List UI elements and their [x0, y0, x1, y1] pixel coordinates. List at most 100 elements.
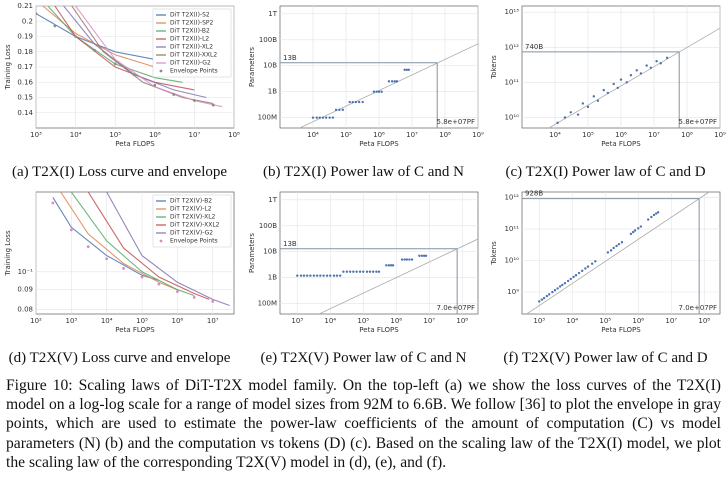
chart-panel: 10³ 10⁴ 10⁵ 10⁶ 10⁷ 10⁸ 0.14 0.15 0.16 0.17 0.18 0.… — [4, 2, 240, 148]
x-tick-label: 10⁹ — [714, 131, 726, 139]
data-point — [352, 270, 355, 273]
legend-marker — [159, 239, 163, 243]
data-point — [619, 78, 623, 81]
data-point — [563, 116, 567, 119]
data-point — [325, 274, 329, 277]
envelope-point — [140, 275, 144, 279]
y-tick-label: 10¹¹ — [504, 78, 519, 86]
data-point — [639, 225, 643, 228]
y-axis-label: Training Loss — [4, 44, 12, 91]
data-point — [656, 211, 660, 214]
y-tick-label: 0.2 — [22, 17, 33, 25]
data-point — [338, 108, 341, 112]
data-point — [581, 102, 585, 105]
envelope-point — [157, 282, 161, 286]
envelope-point — [53, 24, 57, 28]
data-point — [542, 296, 546, 300]
data-point — [566, 279, 570, 283]
data-point — [348, 100, 351, 104]
x-tick-label: 10⁴ — [324, 317, 336, 325]
y-tick-label: 10B — [263, 62, 277, 70]
data-point — [635, 69, 638, 72]
loss-curve — [75, 6, 223, 108]
data-point — [407, 68, 411, 71]
data-point — [650, 215, 653, 219]
x-tick-label: 10⁷ — [207, 317, 219, 325]
data-point — [629, 232, 633, 236]
data-point — [348, 270, 352, 273]
x-tick-label: 10⁹ — [472, 131, 484, 139]
y-tick-label: 100B — [259, 36, 277, 44]
subfigure-caption: (c) T2X(I) Power law of C and D — [505, 164, 706, 180]
data-point — [389, 264, 393, 267]
x-tick-label: 10⁷ — [406, 131, 418, 139]
data-point — [572, 275, 575, 279]
data-point — [574, 274, 578, 277]
x-tick-label: 10⁶ — [390, 317, 402, 325]
data-point — [296, 274, 299, 277]
data-point — [400, 258, 404, 261]
x-tick-label: 10⁵ — [340, 131, 352, 139]
x-tick-label: 10⁷ — [648, 131, 660, 139]
envelope-point — [132, 73, 136, 77]
x-tick-label: 10⁵ — [136, 317, 148, 325]
y-tick-label: 0.21 — [17, 2, 33, 10]
data-point — [612, 82, 615, 86]
data-point — [652, 213, 656, 217]
y-tick-label: 10¹³ — [504, 8, 519, 16]
subfigure-caption: (b) T2X(I) Power law of C and N — [263, 164, 464, 180]
data-point — [345, 270, 349, 273]
y-tick-label: 1T — [268, 10, 277, 18]
y-axis-label: Parameters — [248, 233, 256, 273]
data-point — [665, 56, 669, 60]
data-point — [335, 274, 339, 277]
data-point — [321, 116, 325, 119]
data-point — [309, 274, 312, 277]
data-point — [332, 274, 336, 277]
envelope-point — [153, 83, 157, 87]
plot-content — [280, 43, 478, 128]
data-point — [590, 262, 594, 265]
data-point — [556, 287, 559, 290]
y-tick-label: 10¹⁰ — [504, 113, 519, 121]
data-point — [633, 229, 637, 232]
data-point — [609, 249, 613, 252]
x-tick-label: 10⁶ — [149, 131, 161, 139]
data-point — [602, 88, 605, 92]
y-tick-label: 0.15 — [17, 94, 33, 102]
legend-label: DiT T2X(V)-XXL2 — [170, 222, 220, 229]
loss-curve — [106, 192, 230, 307]
x-tick-label: 10⁸ — [439, 131, 451, 139]
x-tick-label: 10⁶ — [172, 317, 184, 325]
reference-label: 5.8e+07PF — [679, 118, 717, 126]
reference-label: 740B — [525, 43, 543, 51]
y-tick-label: 1B — [268, 274, 277, 282]
y-axis-label: Parameters — [248, 47, 256, 87]
plot-content — [51, 192, 230, 307]
data-point — [563, 282, 567, 285]
x-tick-label: 10⁶ — [615, 131, 627, 139]
data-point — [311, 116, 315, 119]
chart-panel: 10⁴ 10⁵ 10⁶ 10⁷ 10⁸ 10⁹ 100M 1B 10B 100B 1T Peta FL… — [248, 5, 484, 148]
data-point — [617, 242, 621, 246]
legend-box — [152, 8, 232, 78]
envelope-point — [36, 12, 38, 16]
x-tick-label: 10⁶ — [373, 131, 385, 139]
chart-panel: 10⁴ 10⁵ 10⁶ 10⁷ 10⁸ 10⁹ 10¹⁰ 10¹¹ 10¹² 10¹³ Peta F… — [490, 5, 726, 148]
plot-area — [279, 191, 479, 315]
data-point — [372, 90, 376, 93]
data-point — [371, 270, 375, 273]
envelope-point — [51, 201, 55, 205]
data-point — [625, 81, 629, 84]
x-tick-label: 10³ — [65, 317, 77, 325]
reference-label: 928B — [525, 190, 543, 198]
subfigure-caption: (e) T2X(V) Power law of C and N — [260, 350, 467, 366]
data-point — [329, 274, 332, 277]
data-point — [387, 80, 391, 83]
x-tick-label: 10⁴ — [70, 131, 82, 139]
x-tick-label: 10⁸ — [456, 317, 468, 325]
data-point — [569, 277, 572, 281]
data-point — [629, 73, 633, 77]
data-point — [375, 270, 378, 273]
loss-curve — [70, 192, 195, 297]
